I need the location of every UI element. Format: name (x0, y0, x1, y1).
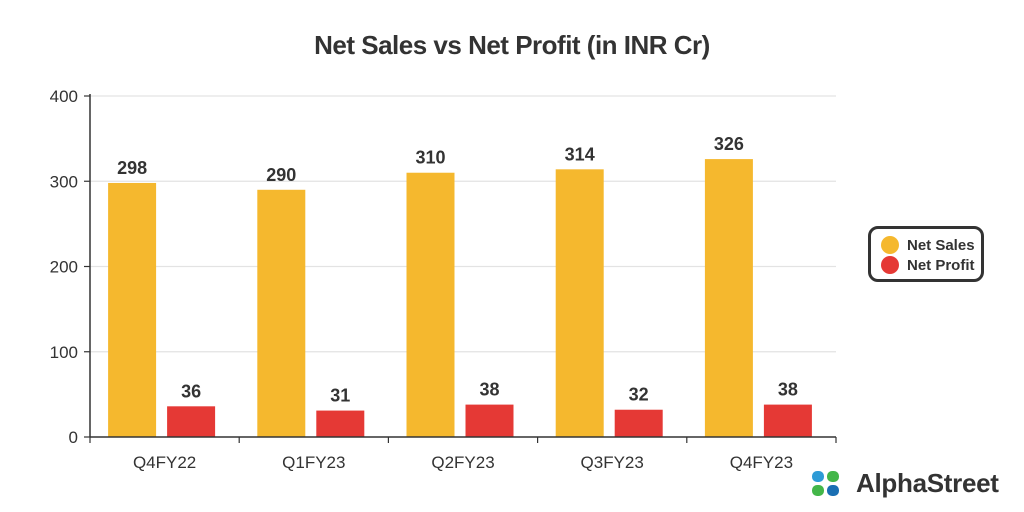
bar-net-profit-q4fy22 (167, 406, 216, 437)
legend-swatch-net-profit (881, 256, 899, 274)
bar-net-profit-q2fy23 (465, 404, 514, 437)
data-label-net-profit-q3fy23: 32 (629, 385, 649, 405)
legend-item-net-sales: Net Sales (881, 235, 981, 255)
data-labels: 298 36 290 31 310 38 314 32 326 38 (117, 134, 798, 405)
legend-item-net-profit: Net Profit (881, 255, 981, 275)
axes: 0 100 200 300 400 Q4FY22 Q1FY23 Q2FY23 Q3FY23 Q4F… (50, 87, 837, 472)
bar-net-sales-q3fy23 (555, 169, 604, 437)
brand-logo: AlphaStreet (806, 468, 999, 499)
data-label-net-sales-q4fy22: 298 (117, 158, 147, 178)
logo-petal (812, 484, 824, 496)
data-label-net-profit-q2fy23: 38 (479, 380, 499, 400)
data-label-net-sales-q1fy23: 290 (266, 165, 296, 185)
x-tick-label-q2fy23: Q2FY23 (431, 453, 494, 472)
bar-net-sales-q1fy23 (257, 189, 306, 437)
bars (108, 159, 812, 437)
legend-label-net-sales: Net Sales (907, 236, 975, 254)
legend-swatch-net-sales (881, 236, 899, 254)
data-label-net-sales-q4fy23: 326 (714, 134, 744, 154)
x-tick-label-q3fy23: Q3FY23 (581, 453, 644, 472)
logo-petal (827, 484, 839, 496)
chart-title: Net Sales vs Net Profit (in INR Cr) (314, 30, 710, 60)
bar-net-sales-q4fy23 (704, 159, 753, 437)
x-tick-label-q4fy22: Q4FY22 (133, 453, 196, 472)
y-tick-label: 200 (50, 258, 78, 277)
x-tick-label-q4fy23: Q4FY23 (730, 453, 793, 472)
y-tick-label: 100 (50, 343, 78, 362)
x-tick-label-q1fy23: Q1FY23 (282, 453, 345, 472)
data-label-net-profit-q1fy23: 31 (330, 386, 350, 406)
legend-label-net-profit: Net Profit (907, 256, 975, 274)
y-tick-label: 300 (50, 172, 78, 191)
data-label-net-sales-q2fy23: 310 (415, 148, 445, 168)
data-label-net-sales-q3fy23: 314 (565, 144, 595, 164)
y-tick-label: 400 (50, 87, 78, 106)
alphastreet-logo-icon (812, 470, 839, 496)
bar-net-sales-q4fy22 (108, 182, 157, 437)
y-tick-label: 0 (69, 428, 78, 447)
logo-petal (827, 470, 839, 482)
brand-name: AlphaStreet (856, 468, 999, 498)
bar-net-profit-q1fy23 (316, 410, 365, 437)
bar-net-sales-q2fy23 (406, 172, 455, 437)
data-label-net-profit-q4fy23: 38 (778, 380, 798, 400)
bar-net-profit-q3fy23 (614, 409, 663, 437)
legend: Net Sales Net Profit (868, 226, 984, 282)
logo-petal (812, 470, 824, 482)
data-label-net-profit-q4fy22: 36 (181, 381, 201, 401)
bar-net-profit-q4fy23 (763, 404, 812, 437)
